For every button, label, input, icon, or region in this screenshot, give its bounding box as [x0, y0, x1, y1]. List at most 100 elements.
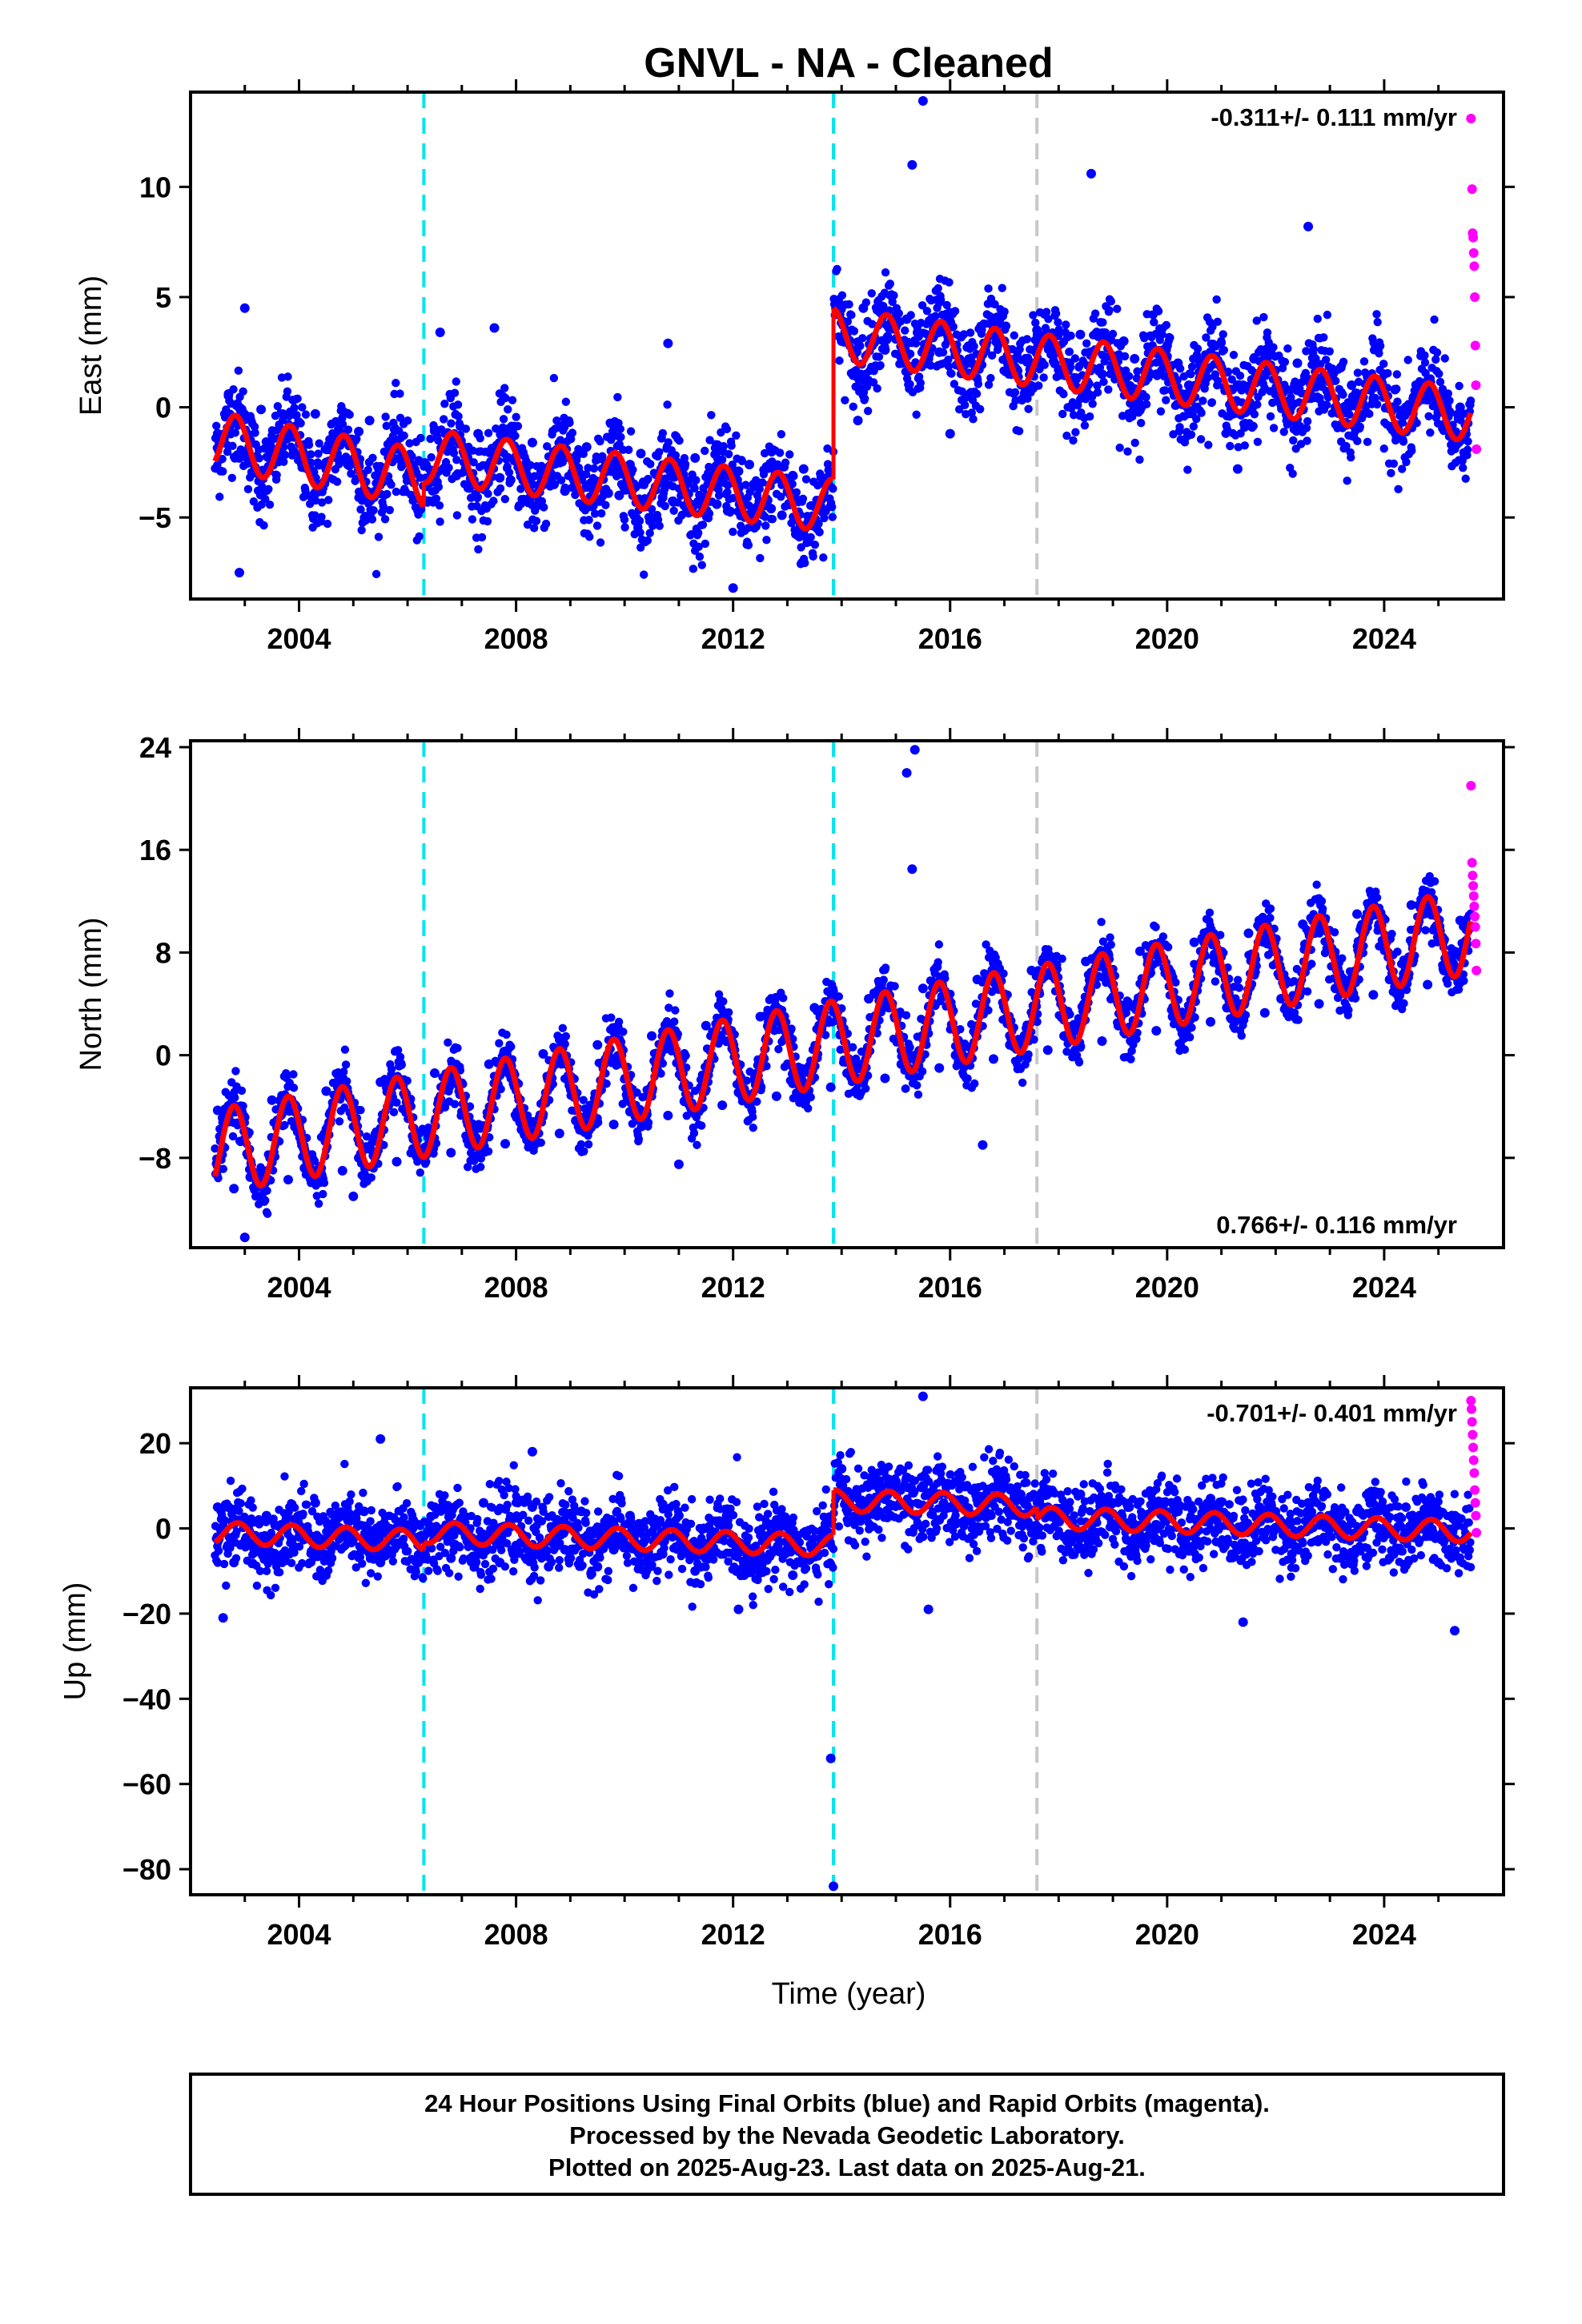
final-orbit-point [1183, 380, 1194, 391]
rapid-orbit-point [1470, 922, 1480, 932]
final-orbit-outlier [239, 1232, 250, 1243]
final-orbit-point [234, 452, 244, 463]
final-orbit-point [1401, 402, 1411, 412]
daily-position-cloud [211, 264, 1476, 579]
final-orbit-point [446, 1148, 456, 1158]
east-panel: 2004 2008 2012 2016 2020 2024 −5 0 5 10 East (mm) -… [74, 79, 1515, 655]
final-orbit-point [440, 461, 451, 472]
final-orbit-point [1314, 393, 1324, 404]
final-orbit-outlier [909, 745, 920, 755]
footer-line-3: Plotted on 2025-Aug-23. Last data on 202… [548, 2153, 1146, 2181]
x-tick-label: 2008 [484, 1271, 548, 1304]
rapid-orbit-point [1467, 1404, 1477, 1414]
final-orbit-point [1042, 340, 1053, 351]
final-orbit-point [1455, 915, 1465, 926]
model-fit-line [422, 1520, 835, 1558]
y-tick-label: −60 [122, 1768, 171, 1801]
rapid-orbit-point [1471, 939, 1481, 949]
final-orbit-point [614, 490, 624, 501]
x-tick-label: 2012 [701, 1918, 765, 1951]
final-orbit-point [1384, 1553, 1395, 1563]
final-orbit-point [706, 1549, 717, 1559]
final-orbit-point [1015, 1489, 1026, 1499]
final-orbit-point [1130, 354, 1140, 364]
north-panel: 2004 2008 2012 2016 2020 2024 −8 0 8 16 24 North (m… [74, 728, 1515, 1304]
final-orbit-point [511, 1540, 521, 1550]
rapid-orbit-point [1469, 1468, 1480, 1478]
y-tick-label: −80 [122, 1853, 171, 1886]
final-orbit-point [527, 1502, 537, 1512]
final-orbit-point [354, 426, 364, 436]
footer-box: 24 Hour Positions Using Final Orbits (bl… [189, 2073, 1505, 2196]
plot-area [211, 741, 1482, 1248]
final-orbit-point [669, 497, 679, 507]
final-orbit-point [391, 1540, 402, 1550]
x-tick-label: 2024 [1352, 1918, 1416, 1951]
x-tick-label: 2012 [701, 1271, 765, 1304]
final-orbit-point [1255, 1502, 1265, 1512]
final-orbit-point [913, 327, 923, 337]
x-tick-label: 2016 [918, 1918, 982, 1951]
final-orbit-outlier [728, 583, 738, 593]
final-orbit-point [641, 1566, 652, 1576]
x-tick-label: 2016 [918, 622, 982, 655]
final-orbit-point [1140, 1536, 1150, 1546]
x-tick-label: 2024 [1352, 1271, 1416, 1304]
final-orbit-point [576, 1506, 586, 1517]
final-orbit-point [722, 505, 733, 516]
rapid-orbit-point [1466, 114, 1476, 124]
final-orbit-point [1401, 1502, 1411, 1512]
final-orbit-point [364, 416, 375, 426]
final-orbit-point [495, 1558, 505, 1568]
y-tick-label: 10 [139, 171, 171, 203]
final-orbit-point [771, 1514, 781, 1525]
final-orbit-point [717, 1100, 728, 1111]
final-orbit-point [1075, 329, 1086, 340]
final-orbit-point [934, 1514, 945, 1525]
final-orbit-outlier [673, 1159, 684, 1169]
up-panel: 2004 2008 2012 2016 2020 2024 −80 −60 −40 −20 0 20 U… [58, 1375, 1515, 1951]
final-orbit-point [1032, 325, 1042, 336]
final-orbit-outlier [1238, 1617, 1248, 1627]
final-orbit-point [283, 1175, 293, 1185]
final-orbit-point [950, 1477, 961, 1487]
final-orbit-outlier [239, 303, 250, 313]
final-orbit-outlier [527, 1446, 537, 1457]
final-orbit-point [212, 1105, 223, 1116]
final-orbit-point [733, 466, 744, 476]
final-orbit-outlier [917, 1391, 928, 1401]
y-axis-label: North (mm) [74, 917, 108, 1071]
x-tick-label: 2020 [1135, 1918, 1199, 1951]
final-orbit-point [592, 1039, 603, 1050]
figure-title: GNVL - NA - Cleaned [644, 40, 1053, 86]
y-tick-label: −40 [122, 1683, 171, 1715]
final-orbit-point [966, 1485, 977, 1495]
final-orbit-point [1243, 928, 1254, 939]
final-orbit-point [673, 1510, 684, 1521]
final-orbit-outlier [923, 1604, 934, 1614]
final-orbit-point [1091, 1527, 1102, 1538]
final-orbit-point [1352, 1506, 1363, 1517]
final-orbit-outlier [853, 416, 863, 426]
final-orbit-point [560, 1545, 570, 1555]
rapid-orbit-point [1467, 858, 1477, 868]
footer-frame [189, 2073, 1505, 2196]
final-orbit-point [1026, 965, 1037, 975]
final-orbit-point [245, 1540, 255, 1550]
rapid-orbit-point [1468, 1429, 1478, 1440]
final-orbit-point [771, 1091, 781, 1101]
final-orbit-outlier [435, 327, 445, 337]
final-orbit-point [663, 1110, 673, 1120]
final-orbit-point [527, 437, 537, 448]
final-orbit-outlier [218, 1613, 228, 1623]
final-orbit-outlier [489, 323, 500, 333]
rapid-orbit-point [1467, 184, 1477, 195]
final-orbit-point [495, 472, 505, 483]
panel-frame [189, 90, 1505, 601]
final-orbit-point [809, 1003, 820, 1013]
final-orbit-point [321, 1086, 331, 1096]
final-orbit-point [1173, 1506, 1183, 1517]
final-orbit-point [337, 1165, 347, 1176]
final-orbit-point [820, 505, 830, 516]
final-orbit-outlier [829, 1881, 839, 1892]
